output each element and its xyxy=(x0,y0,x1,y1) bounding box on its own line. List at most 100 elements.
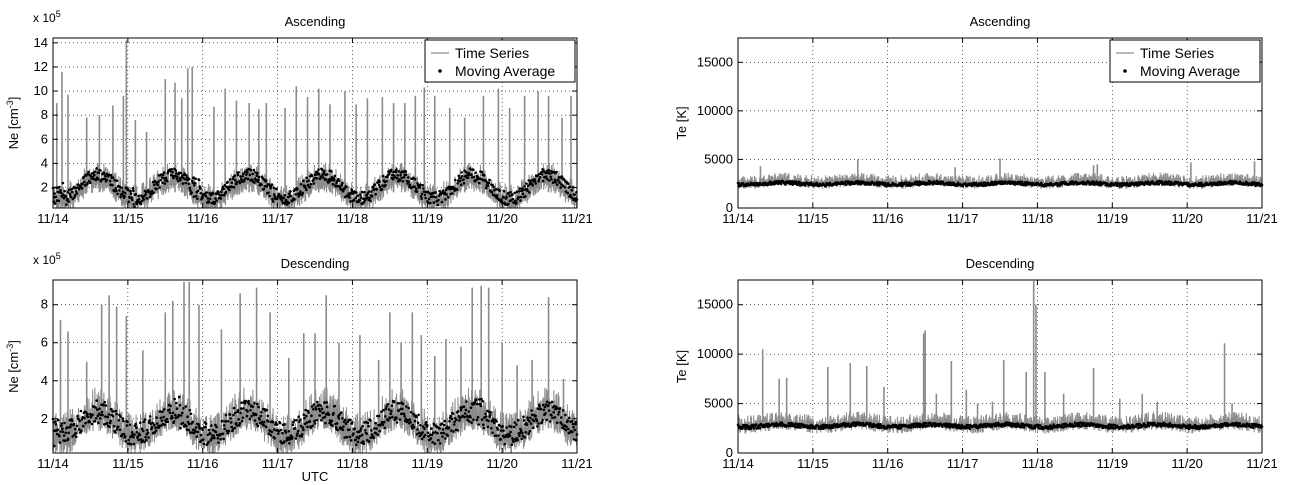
moving-average-dot xyxy=(111,414,115,418)
moving-average-dot xyxy=(210,436,214,440)
moving-average-dot xyxy=(302,428,305,432)
moving-average-dot xyxy=(484,186,488,190)
x-tick-label: 11/16 xyxy=(187,211,219,226)
moving-average-dot xyxy=(472,175,476,179)
moving-average-dot xyxy=(407,406,411,410)
moving-average-dot xyxy=(362,197,365,201)
moving-average-dot xyxy=(1040,181,1043,185)
moving-average-dot xyxy=(233,426,236,430)
exponent-power: 5 xyxy=(56,9,61,19)
moving-average-dot xyxy=(548,401,551,405)
moving-average-dot xyxy=(325,173,329,176)
moving-average-dot xyxy=(555,421,559,425)
moving-average-dot xyxy=(515,201,518,204)
moving-average-dot xyxy=(355,443,358,447)
moving-average-dot xyxy=(408,183,412,186)
moving-average-dot xyxy=(360,190,364,194)
moving-average-dot xyxy=(175,401,178,405)
moving-average-dot xyxy=(401,180,405,183)
moving-average-dot xyxy=(380,188,384,191)
moving-average-dot xyxy=(191,181,194,185)
moving-average-dot xyxy=(93,419,97,423)
moving-average-dot xyxy=(398,179,402,182)
moving-average-dot xyxy=(528,430,532,433)
moving-average-dot xyxy=(256,424,260,428)
moving-average-dot xyxy=(135,202,139,206)
moving-average-dot xyxy=(314,408,318,411)
moving-average-dot xyxy=(526,184,530,188)
moving-average-dot xyxy=(189,189,192,192)
moving-average-dot xyxy=(543,405,547,409)
moving-average-dot xyxy=(255,174,259,177)
moving-average-dot xyxy=(183,172,186,175)
moving-average-dot xyxy=(338,413,341,416)
moving-average-dot xyxy=(132,189,135,192)
moving-average-dot xyxy=(287,201,291,205)
y-tick-label: 8 xyxy=(41,297,48,312)
moving-average-dot xyxy=(80,418,84,421)
moving-average-dot xyxy=(739,184,743,188)
moving-average-dot xyxy=(316,400,319,404)
moving-average-dot xyxy=(431,431,435,435)
moving-average-dot xyxy=(142,420,146,424)
moving-average-dot xyxy=(162,171,166,174)
y-tick-label: 0 xyxy=(726,200,733,215)
moving-average-dot xyxy=(566,191,569,195)
series-moving-average xyxy=(736,421,1264,431)
moving-average-dot xyxy=(296,429,300,433)
moving-average-dot xyxy=(242,407,245,410)
moving-average-dot xyxy=(822,427,825,431)
moving-average-dot xyxy=(477,423,480,426)
moving-average-dot xyxy=(248,173,252,177)
moving-average-dot xyxy=(358,434,362,438)
moving-average-dot xyxy=(316,171,319,174)
moving-average-dot xyxy=(921,425,924,429)
moving-average-dot xyxy=(421,184,425,187)
series-moving-average xyxy=(51,395,579,448)
moving-average-dot xyxy=(537,422,540,425)
moving-average-dot xyxy=(122,419,125,423)
moving-average-dot xyxy=(420,197,423,200)
moving-average-dot xyxy=(104,174,107,178)
moving-average-dot xyxy=(1168,422,1172,425)
moving-average-dot xyxy=(260,420,264,424)
x-tick-label: 11/16 xyxy=(872,211,904,226)
moving-average-dot xyxy=(522,415,525,419)
y-axis-label: Ne [cm-3] xyxy=(5,97,21,150)
moving-average-dot xyxy=(191,420,194,424)
moving-average-dot xyxy=(267,183,271,186)
moving-average-dot xyxy=(102,403,105,407)
moving-average-dot xyxy=(495,420,499,423)
moving-average-dot xyxy=(360,433,364,437)
moving-average-dot xyxy=(379,423,383,426)
moving-average-dot xyxy=(525,182,528,185)
x-tick-label: 11/18 xyxy=(337,456,369,471)
moving-average-dot xyxy=(270,183,274,186)
moving-average-dot xyxy=(173,397,176,401)
moving-average-dot xyxy=(206,442,209,446)
exponent-label: x 105 xyxy=(33,9,61,25)
moving-average-dot xyxy=(233,178,237,182)
x-tick-label: 11/20 xyxy=(1171,211,1203,226)
moving-average-dot xyxy=(332,411,335,415)
moving-average-dot xyxy=(168,411,172,415)
moving-average-dot xyxy=(239,175,242,178)
moving-average-dot xyxy=(455,418,458,422)
moving-average-dot xyxy=(60,422,63,425)
moving-average-dot xyxy=(165,417,169,421)
moving-average-dot xyxy=(310,405,314,408)
moving-average-dot xyxy=(305,176,309,180)
x-tick-label: 11/14 xyxy=(37,211,69,226)
moving-average-dot xyxy=(475,418,479,422)
moving-average-dot xyxy=(494,434,498,438)
moving-average-dot xyxy=(271,421,275,424)
moving-average-dot xyxy=(536,425,539,428)
moving-average-dot xyxy=(452,423,456,426)
moving-average-dot xyxy=(215,425,218,429)
moving-average-dot xyxy=(529,416,532,420)
moving-average-dot xyxy=(73,427,77,431)
moving-average-dot xyxy=(125,424,129,427)
moving-average-dot xyxy=(232,186,236,189)
moving-average-dot xyxy=(561,409,565,412)
moving-average-dot xyxy=(502,190,506,193)
